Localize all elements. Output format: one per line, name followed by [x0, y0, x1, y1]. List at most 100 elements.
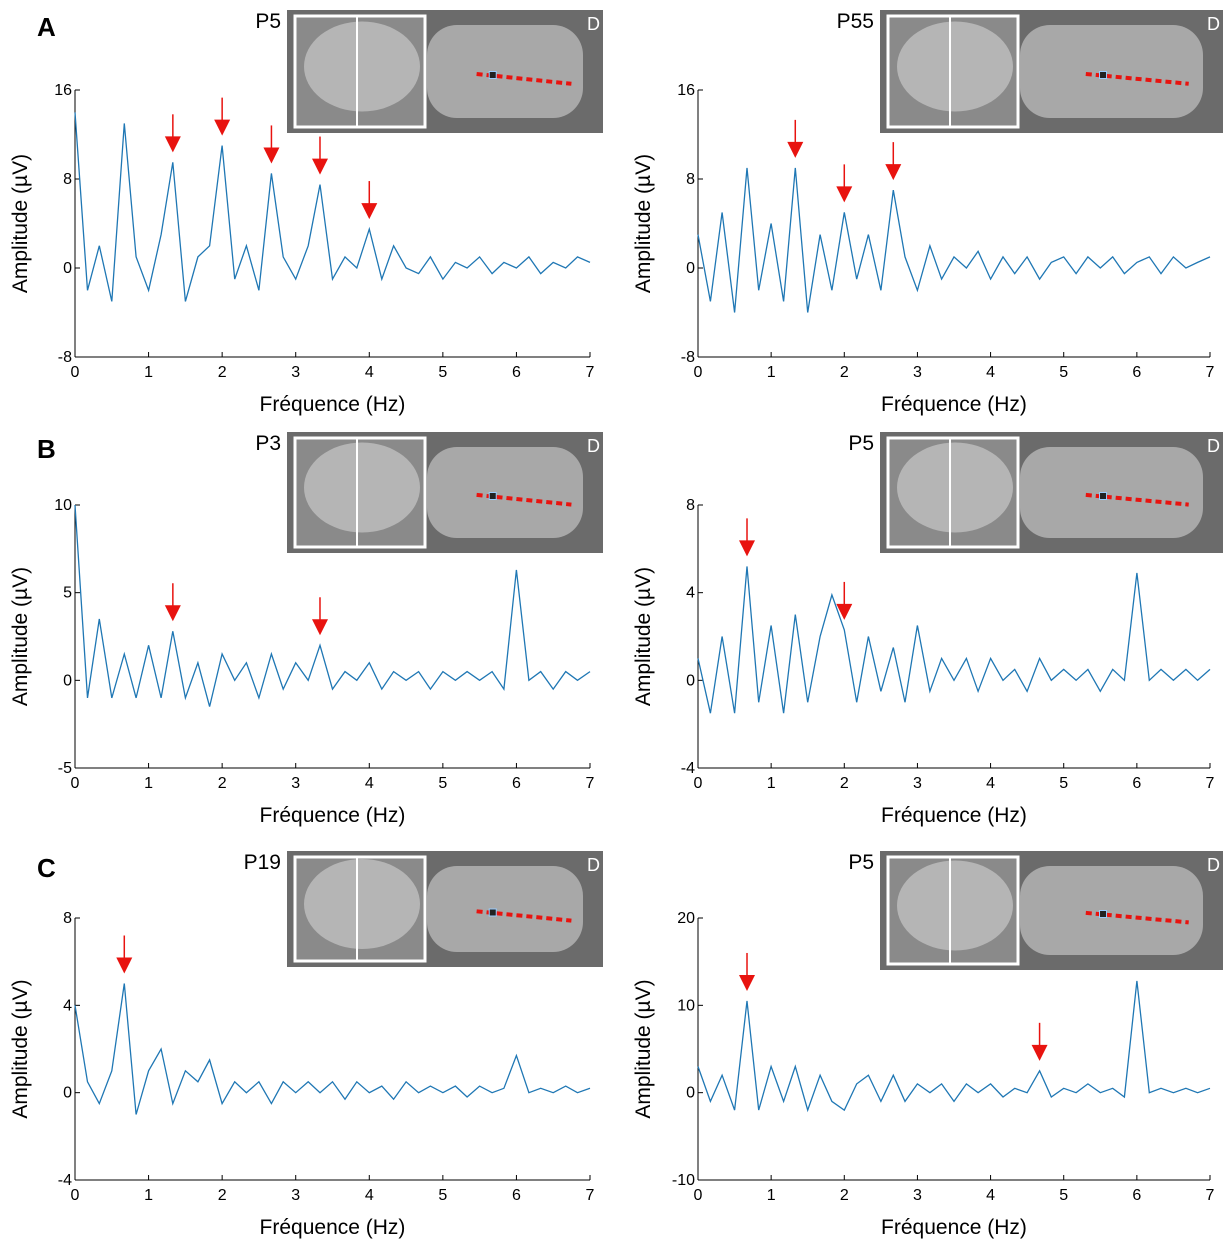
x-tick-label: 1: [767, 364, 776, 381]
mri-inset: [880, 432, 1223, 553]
spectrum-line: [74, 983, 591, 1115]
arrow-head: [214, 119, 231, 136]
y-tick-label: 16: [677, 82, 695, 99]
y-tick-label: 4: [63, 997, 72, 1014]
x-tick-label: 6: [512, 364, 521, 381]
inset-brain: [304, 442, 420, 533]
y-tick-label: -8: [681, 349, 695, 366]
peak-arrow: [263, 125, 280, 164]
arrow-head: [739, 974, 756, 991]
x-tick-label: 6: [1132, 364, 1141, 381]
y-tick-label: -4: [681, 760, 695, 777]
x-axis-label: Fréquence (Hz): [881, 393, 1027, 416]
x-tick-label: 3: [291, 364, 300, 381]
mri-inset: [287, 432, 603, 553]
x-tick-label: 6: [1132, 1187, 1141, 1204]
x-tick-label: 0: [71, 1187, 80, 1204]
x-tick-label: 7: [1206, 364, 1215, 381]
y-tick-label: 8: [63, 171, 72, 188]
y-tick-label: 0: [63, 1085, 72, 1102]
x-tick-label: 1: [144, 1187, 153, 1204]
x-axis-label: Fréquence (Hz): [881, 1216, 1027, 1239]
x-tick-label: 5: [438, 1187, 447, 1204]
inset-label: P5: [255, 10, 281, 33]
panel-letter: B: [37, 434, 56, 464]
y-tick-label: -10: [672, 1172, 695, 1189]
inset-corner-label: D: [1207, 855, 1220, 875]
peak-arrow: [361, 181, 378, 220]
electrode-contact: [488, 71, 497, 79]
y-tick-label: 4: [686, 585, 695, 602]
electrode-track: [1085, 71, 1189, 86]
arrow-head: [164, 605, 181, 622]
y-tick-label: 0: [686, 672, 695, 689]
arrow-head: [263, 147, 280, 164]
x-tick-label: 6: [1132, 775, 1141, 792]
y-axis-label: Amplitude (µV): [632, 567, 655, 706]
x-tick-label: 6: [512, 1187, 521, 1204]
inset-corner-label: D: [587, 855, 600, 875]
mri-inset: [287, 851, 603, 967]
arrow-head: [311, 619, 328, 636]
mri-inset: [880, 851, 1223, 970]
inset-tissue: [1020, 447, 1203, 538]
y-tick-label: 20: [677, 910, 695, 927]
inset-corner-label: D: [587, 14, 600, 34]
inset-label: P55: [837, 10, 874, 33]
arrow-head: [1031, 1044, 1048, 1061]
arrow-head: [739, 540, 756, 557]
y-axis-label: Amplitude (µV): [632, 979, 655, 1118]
y-tick-label: 0: [63, 260, 72, 277]
x-tick-label: 0: [694, 1187, 703, 1204]
x-tick-label: 3: [913, 775, 922, 792]
electrode-track: [1085, 910, 1189, 925]
x-tick-label: 6: [512, 775, 521, 792]
peak-arrow: [164, 114, 181, 153]
x-tick-label: 5: [1059, 775, 1068, 792]
y-tick-label: 10: [677, 997, 695, 1014]
peak-arrow: [214, 97, 231, 136]
electrode-contact: [1099, 71, 1108, 79]
x-tick-label: 4: [986, 775, 995, 792]
x-axis-label: Fréquence (Hz): [260, 804, 406, 827]
y-axis-label: Amplitude (µV): [9, 567, 32, 706]
x-tick-label: 5: [1059, 1187, 1068, 1204]
y-tick-label: 5: [63, 585, 72, 602]
x-tick-label: 3: [291, 775, 300, 792]
y-tick-label: 8: [63, 910, 72, 927]
spectrum-line: [74, 112, 591, 302]
x-tick-label: 4: [986, 364, 995, 381]
x-tick-label: 3: [913, 364, 922, 381]
inset-tissue: [427, 447, 583, 538]
y-tick-label: 10: [54, 497, 72, 514]
electrode-contact: [1099, 910, 1108, 918]
electrode-track: [1085, 492, 1189, 507]
inset-corner-label: D: [1207, 14, 1220, 34]
x-tick-label: 5: [438, 775, 447, 792]
y-tick-label: 0: [63, 672, 72, 689]
x-tick-label: 1: [767, 1187, 776, 1204]
x-tick-label: 7: [586, 775, 595, 792]
inset-label: P5: [848, 432, 874, 455]
x-tick-label: 2: [840, 1187, 849, 1204]
y-tick-label: -8: [58, 349, 72, 366]
y-axis-label: Amplitude (µV): [632, 154, 655, 293]
peak-arrow: [885, 142, 902, 181]
y-axis-label: Amplitude (µV): [9, 154, 32, 293]
mri-inset: [287, 10, 603, 133]
inset-tissue: [427, 25, 583, 118]
arrow-head: [311, 158, 328, 175]
inset-brain: [897, 442, 1013, 533]
y-tick-label: 8: [686, 497, 695, 514]
electrode-contact: [488, 908, 497, 917]
x-tick-label: 0: [694, 364, 703, 381]
inset-tissue: [1020, 866, 1203, 955]
inset-brain: [897, 21, 1013, 112]
electrode-contact: [1099, 492, 1108, 500]
panel-letter: C: [37, 853, 56, 883]
inset-label: P5: [848, 851, 874, 874]
arrow-head: [836, 186, 853, 203]
peak-arrow: [164, 583, 181, 622]
spectrum-line: [697, 566, 1211, 714]
